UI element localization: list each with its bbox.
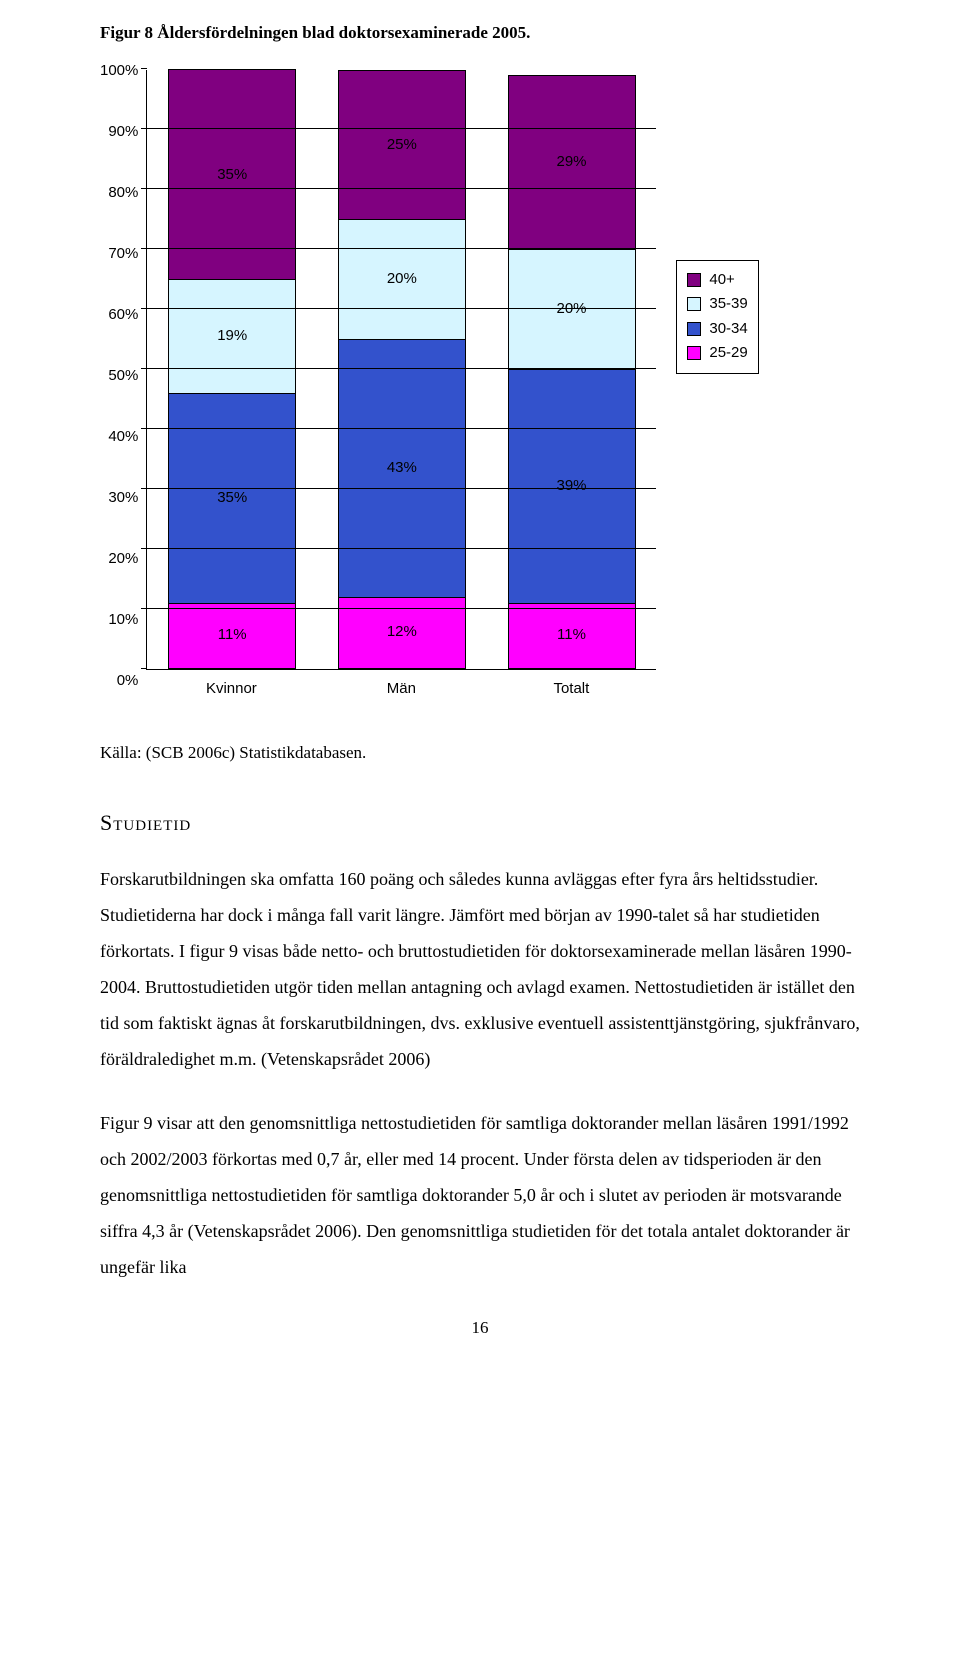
legend-label: 40+ bbox=[709, 269, 734, 292]
chart-area: 100%90%80%70%60%50%40%30%20%10%0% 11%35%… bbox=[100, 70, 656, 701]
grid-line bbox=[147, 428, 656, 429]
grid-line bbox=[147, 128, 656, 129]
y-tick-label: 90% bbox=[108, 131, 138, 132]
grid-line bbox=[147, 308, 656, 309]
plot-box: 11%35%19%35%12%43%20%25%11%39%20%29% Kvi… bbox=[146, 70, 656, 701]
y-tick-mark bbox=[141, 68, 147, 69]
bar-segment: 11% bbox=[168, 603, 296, 669]
grid-line bbox=[147, 248, 656, 249]
y-tick-label: 10% bbox=[108, 619, 138, 620]
section-heading: Studietid bbox=[100, 806, 860, 839]
y-tick-label: 20% bbox=[108, 558, 138, 559]
plot: 11%35%19%35%12%43%20%25%11%39%20%29% bbox=[146, 70, 656, 670]
bar-segment: 19% bbox=[168, 279, 296, 393]
chart-container: 100%90%80%70%60%50%40%30%20%10%0% 11%35%… bbox=[100, 70, 860, 701]
figure-source: Källa: (SCB 2006c) Statistikdatabasen. bbox=[100, 740, 860, 766]
legend-swatch bbox=[687, 297, 701, 311]
bar-segment: 25% bbox=[338, 70, 466, 220]
bar: 11%35%19%35% bbox=[168, 70, 296, 669]
legend-swatch bbox=[687, 322, 701, 336]
bars-group: 11%35%19%35%12%43%20%25%11%39%20%29% bbox=[147, 70, 656, 669]
grid-line bbox=[147, 368, 656, 369]
paragraph-2: Figur 9 visar att den genomsnittliga net… bbox=[100, 1105, 860, 1285]
y-axis: 100% 90% 80% 70% 60% 50% 40% 30% 20% 10% 0% bbox=[100, 70, 146, 682]
x-label: Kvinnor bbox=[167, 678, 295, 701]
x-label: Män bbox=[337, 678, 465, 701]
bar: 11%39%20%29% bbox=[508, 70, 636, 669]
bar-segment: 20% bbox=[508, 249, 636, 369]
y-tick-label: 80% bbox=[108, 192, 138, 193]
y-tick-mark bbox=[141, 668, 147, 669]
grid-line bbox=[147, 188, 656, 189]
bar-segment: 20% bbox=[338, 219, 466, 339]
y-tick-label: 50% bbox=[108, 375, 138, 376]
legend-item: 25-29 bbox=[687, 342, 747, 365]
legend-item: 30-34 bbox=[687, 318, 747, 341]
bar-segment: 35% bbox=[168, 393, 296, 603]
y-tick-label: 70% bbox=[108, 253, 138, 254]
figure-title: Figur 8 Åldersfördelningen blad doktorse… bbox=[100, 20, 860, 46]
grid-line bbox=[147, 608, 656, 609]
paragraph-1: Forskarutbildningen ska omfatta 160 poän… bbox=[100, 861, 860, 1077]
legend-swatch bbox=[687, 273, 701, 287]
bar-segment: 39% bbox=[508, 369, 636, 603]
legend-swatch bbox=[687, 346, 701, 360]
legend-item: 40+ bbox=[687, 269, 747, 292]
legend-item: 35-39 bbox=[687, 293, 747, 316]
bar-segment: 29% bbox=[508, 75, 636, 249]
legend: 40+35-3930-3425-29 bbox=[676, 260, 758, 374]
y-tick-label: 60% bbox=[108, 314, 138, 315]
bar: 12%43%20%25% bbox=[338, 70, 466, 669]
y-tick-label: 40% bbox=[108, 436, 138, 437]
legend-label: 25-29 bbox=[709, 342, 747, 365]
legend-label: 30-34 bbox=[709, 318, 747, 341]
y-tick-label: 0% bbox=[117, 680, 139, 681]
bar-segment: 11% bbox=[508, 603, 636, 669]
legend-label: 35-39 bbox=[709, 293, 747, 316]
page-number: 16 bbox=[100, 1315, 860, 1341]
grid-line bbox=[147, 488, 656, 489]
y-tick-label: 100% bbox=[100, 70, 138, 71]
grid-line bbox=[147, 548, 656, 549]
x-label: Totalt bbox=[507, 678, 635, 701]
bar-segment: 43% bbox=[338, 339, 466, 597]
x-axis-labels: Kvinnor Män Totalt bbox=[146, 678, 656, 701]
y-tick-label: 30% bbox=[108, 497, 138, 498]
